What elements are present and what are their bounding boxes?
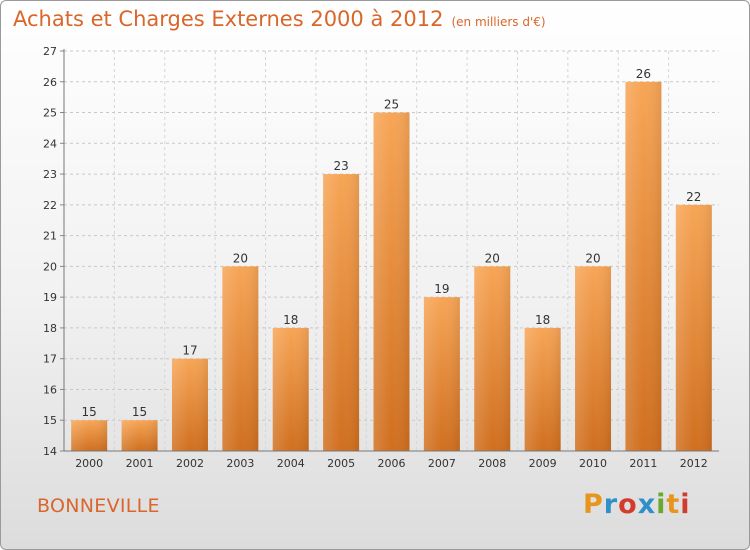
- bar-value-label: 20: [585, 251, 600, 265]
- bar-shade: [121, 420, 158, 451]
- bar-shade: [423, 297, 460, 451]
- bar-value-label: 15: [132, 405, 147, 419]
- y-tick-label: 24: [43, 137, 57, 150]
- bar-shade: [373, 112, 410, 452]
- city-name: BONNEVILLE: [37, 495, 160, 517]
- y-tick-label: 14: [43, 445, 57, 458]
- bar-value-label: 15: [82, 405, 97, 419]
- logo-letter: x: [637, 489, 657, 520]
- bar-value-label: 22: [686, 190, 701, 204]
- chart-title-text: Achats et Charges Externes 2000 à 2012: [13, 7, 444, 31]
- y-tick-label: 22: [43, 199, 57, 212]
- bar-value-label: 19: [434, 282, 449, 296]
- logo-letter: r: [603, 489, 619, 520]
- x-tick-label: 2010: [579, 457, 607, 470]
- bar-shade: [524, 327, 561, 451]
- bar-shade: [171, 358, 208, 451]
- logo-letter: i: [656, 489, 667, 520]
- bar-shade: [625, 81, 662, 452]
- y-tick-label: 26: [43, 76, 57, 89]
- x-tick-label: 2011: [629, 457, 657, 470]
- x-tick-label: 2007: [428, 457, 456, 470]
- bar-shade: [474, 266, 511, 451]
- x-tick-label: 2009: [529, 457, 557, 470]
- logo-letter: P: [583, 489, 604, 520]
- logo-letter: i: [680, 489, 691, 520]
- bar-value-label: 17: [182, 344, 197, 358]
- x-tick-label: 2006: [378, 457, 406, 470]
- y-tick-label: 19: [43, 291, 57, 304]
- x-tick-label: 2002: [176, 457, 204, 470]
- logo-letter: t: [666, 489, 681, 520]
- y-tick-label: 18: [43, 322, 57, 335]
- x-tick-label: 2005: [327, 457, 355, 470]
- y-tick-label: 20: [43, 260, 57, 273]
- bar-value-label: 18: [535, 313, 550, 327]
- bar-value-label: 20: [233, 251, 248, 265]
- bar-value-label: 25: [384, 98, 399, 112]
- y-tick-label: 25: [43, 107, 57, 120]
- x-tick-label: 2000: [75, 457, 103, 470]
- bar-value-label: 20: [485, 251, 500, 265]
- chart-title: Achats et Charges Externes 2000 à 2012 (e…: [13, 7, 546, 31]
- bars-layer: 15 15 17 20 18 23 25 19 20 18 20 26 22: [71, 67, 712, 452]
- chart-unit: (en milliers d'€): [451, 15, 546, 29]
- bar-shade: [323, 174, 360, 452]
- x-tick-label: 2001: [126, 457, 154, 470]
- x-tick-label: 2004: [277, 457, 305, 470]
- bar-shade: [575, 266, 612, 451]
- x-tick-label: 2003: [226, 457, 254, 470]
- bar-value-label: 18: [283, 313, 298, 327]
- y-tick-label: 27: [43, 45, 57, 58]
- bar-value-label: 23: [333, 159, 348, 173]
- y-tick-label: 17: [43, 353, 57, 366]
- y-tick-label: 16: [43, 383, 57, 396]
- logo-letter: o: [618, 489, 638, 520]
- x-tick-label: 2008: [478, 457, 506, 470]
- axis-layer: 14 15 16 17 18 19 20 21 22 23 24 25 26 27 2000 2001 2002…: [43, 45, 719, 470]
- y-tick-label: 21: [43, 230, 57, 243]
- bar-value-label: 26: [636, 67, 651, 81]
- y-tick-label: 15: [43, 414, 57, 427]
- bar-shade: [222, 266, 259, 451]
- x-tick-label: 2012: [680, 457, 708, 470]
- bar-shade: [272, 327, 309, 451]
- bar-shade: [71, 420, 108, 451]
- bar-shade: [675, 204, 712, 451]
- proxiti-logo: Proxiti: [583, 489, 691, 520]
- y-tick-label: 23: [43, 168, 57, 181]
